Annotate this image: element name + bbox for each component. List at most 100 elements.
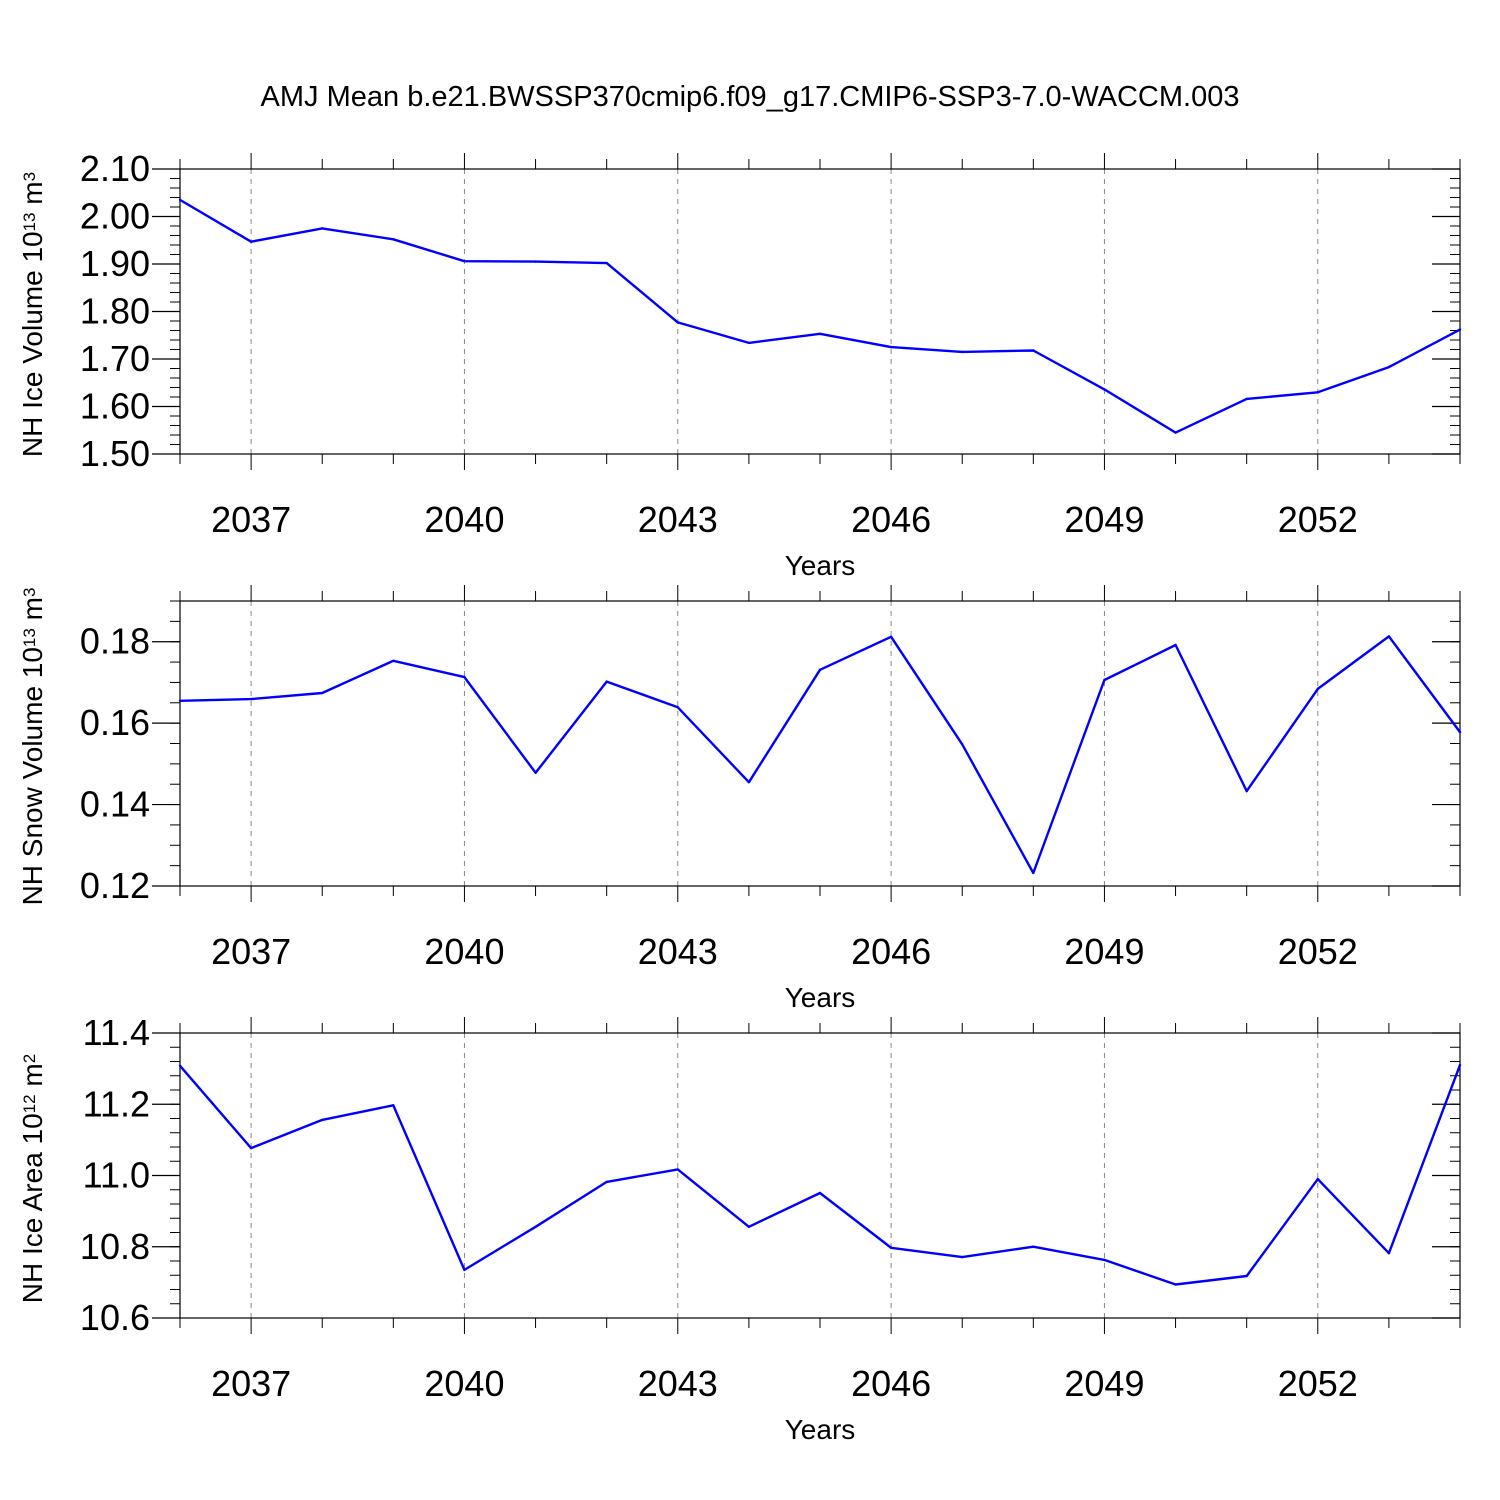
data-point [605, 1180, 608, 1184]
y-tick-label: 10.6 [80, 1297, 150, 1338]
panels: 1.50 1.60 1.70 1.80 1.90 2.00 2.10 2037 2040 2043… [17, 148, 1462, 1445]
x-axis-title: Years [785, 1414, 856, 1445]
x-tick-label: 2040 [424, 931, 504, 972]
y-axis-title-text: NH Ice Area 10 [17, 1113, 48, 1303]
data-point [392, 659, 395, 663]
data-point [178, 699, 182, 702]
data-point [889, 1246, 893, 1250]
y-tick-label: 0.18 [80, 621, 150, 662]
data-point [1387, 1251, 1391, 1255]
x-tick-label: 2046 [851, 931, 931, 972]
data-point [1458, 328, 1462, 331]
data-point [249, 240, 253, 243]
y-axis-title-superscript: 3 [20, 588, 39, 597]
data-point [961, 1255, 964, 1259]
data-point [1387, 635, 1391, 638]
data-point [1316, 687, 1319, 691]
y-tick-label: 0.14 [80, 784, 150, 825]
data-point [463, 1268, 466, 1272]
data-point [392, 238, 395, 241]
data-point [1458, 1063, 1462, 1067]
y-axis-title-text: NH Snow Volume 10 [17, 647, 48, 905]
x-tick-label: 2040 [424, 499, 504, 540]
data-point [889, 635, 893, 639]
data-point [605, 680, 608, 683]
y-axis-title: NH Snow Volume 1013 m3 [17, 588, 48, 906]
y-tick-label: 1.90 [80, 243, 150, 284]
data-point [1174, 431, 1177, 434]
y-tick-label: 0.16 [80, 702, 150, 743]
figure-title: AMJ Mean b.e21.BWSSP370cmip6.f09_g17.CMI… [261, 81, 1240, 113]
data-point [321, 1118, 324, 1122]
x-tick-label: 2052 [1278, 1363, 1358, 1404]
data-point [747, 1225, 751, 1229]
y-tick-label: 1.80 [80, 291, 150, 332]
data-point [463, 259, 466, 263]
data-point [747, 341, 751, 345]
data-point [1103, 1258, 1106, 1262]
data-point [534, 260, 537, 263]
x-tick-label: 2049 [1064, 1363, 1144, 1404]
data-point [1174, 643, 1177, 647]
data-point [1316, 1177, 1319, 1181]
data-point [1174, 1283, 1177, 1286]
data-point [1316, 391, 1319, 394]
data-point [676, 706, 679, 709]
y-axis-title: NH Ice Volume 1013 m3 [17, 172, 48, 457]
data-point [321, 691, 324, 695]
data-point [676, 321, 679, 324]
y-axis-title-superscript: 3 [20, 172, 39, 181]
data-point [1245, 789, 1248, 793]
y-axis-title-superscript: 13 [20, 628, 39, 647]
data-point [249, 1146, 253, 1150]
data-point [818, 1191, 822, 1195]
y-axis-title-superscript: 12 [20, 1094, 39, 1113]
data-point [534, 1225, 537, 1229]
y-axis-title-text: m [17, 181, 48, 212]
y-axis-title: NH Ice Area 1012 m2 [17, 1054, 48, 1303]
x-tick-label: 2052 [1278, 931, 1358, 972]
x-tick-label: 2037 [211, 1363, 291, 1404]
panel-3: 10.6 10.8 11.0 11.2 11.4 2037 2040 2043 2046 2049… [17, 1012, 1462, 1445]
x-tick-label: 2040 [424, 1363, 504, 1404]
y-tick-label: 2.00 [80, 196, 150, 237]
y-tick-label: 2.10 [80, 148, 150, 189]
data-point [818, 332, 822, 336]
x-tick-label: 2043 [638, 931, 718, 972]
y-axis-title-superscript: 13 [20, 212, 39, 231]
data-point [534, 771, 537, 775]
data-point [1032, 349, 1035, 352]
x-tick-label: 2049 [1064, 931, 1144, 972]
y-tick-label: 11.2 [83, 1083, 150, 1124]
x-axis-title: Years [785, 982, 856, 1013]
y-axis-title-text: m [17, 1063, 48, 1094]
x-tick-label: 2046 [851, 499, 931, 540]
data-point [178, 198, 182, 202]
data-point [1245, 1274, 1248, 1278]
data-point [249, 697, 253, 701]
y-tick-label: 10.8 [80, 1226, 150, 1267]
y-axis-title-text: m [17, 597, 48, 628]
data-point [463, 675, 466, 679]
data-point [392, 1104, 395, 1107]
x-tick-label: 2037 [211, 499, 291, 540]
data-point [889, 345, 893, 349]
data-point [321, 227, 324, 230]
y-axis-title-text: NH Ice Volume 10 [17, 231, 48, 457]
y-tick-label: 1.70 [80, 338, 150, 379]
x-tick-label: 2052 [1278, 499, 1358, 540]
data-point [1032, 871, 1035, 875]
x-tick-label: 2043 [638, 1363, 718, 1404]
x-tick-label: 2046 [851, 1363, 931, 1404]
panel-2: 0.12 0.14 0.16 0.18 2037 2040 2043 2046 2049 2052… [17, 585, 1462, 1013]
y-axis-title-superscript: 2 [20, 1054, 39, 1063]
data-point [961, 743, 964, 746]
data-point [1458, 730, 1462, 734]
x-tick-label: 2049 [1064, 499, 1144, 540]
y-tick-label: 11.0 [83, 1155, 150, 1196]
data-point [818, 668, 822, 672]
data-point [676, 1168, 679, 1171]
data-point [1103, 678, 1106, 682]
y-tick-label: 0.12 [80, 865, 150, 906]
